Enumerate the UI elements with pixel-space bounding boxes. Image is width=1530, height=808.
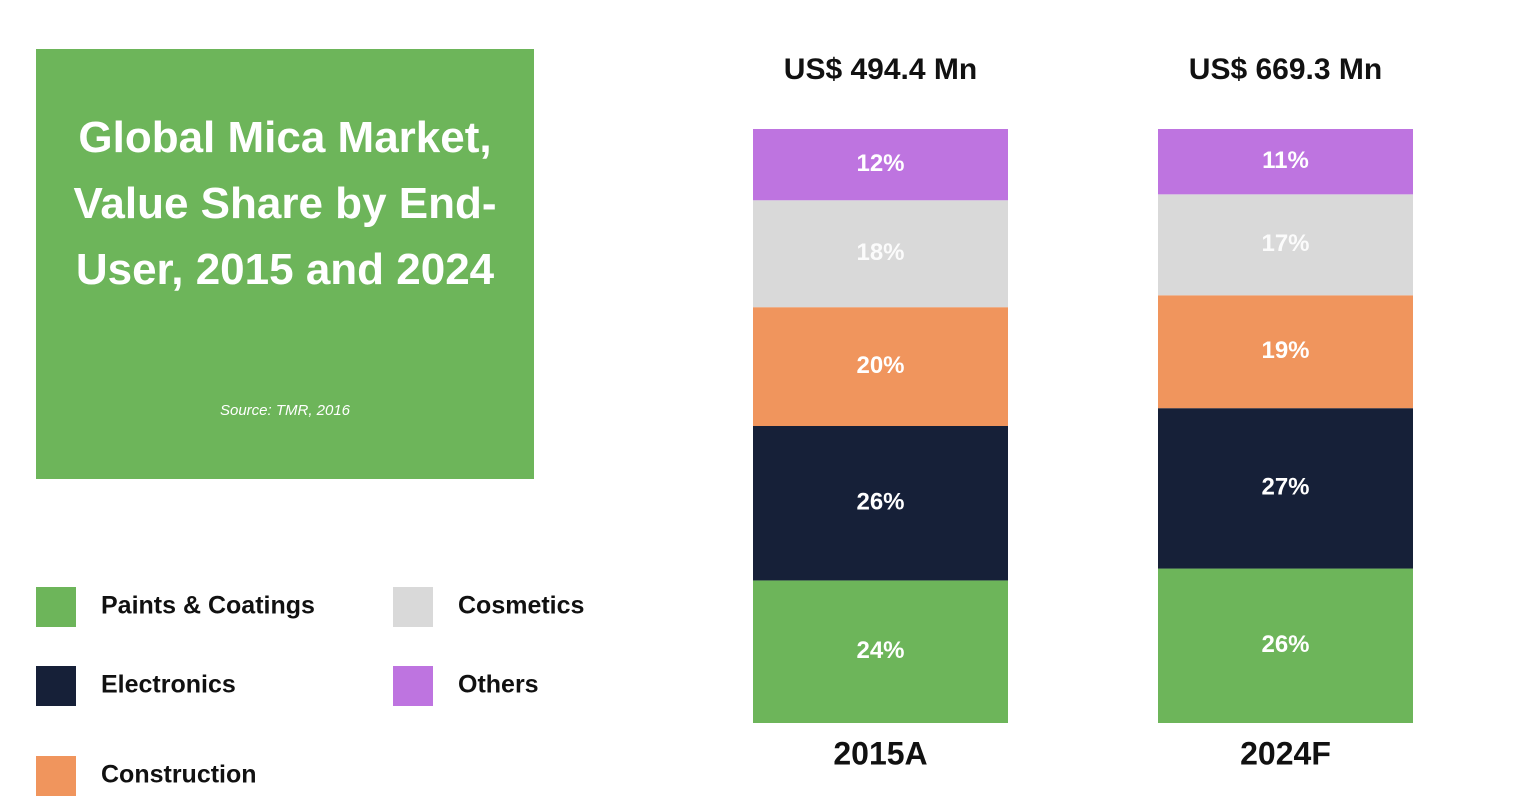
chart-title: Global Mica Market, Value Share by End-U… (73, 113, 497, 294)
total-label: US$ 669.3 Mn (1189, 53, 1382, 86)
legend-swatch (393, 666, 433, 706)
legend-label: Construction (101, 761, 257, 789)
bar-segment (753, 200, 1008, 308)
value-label: 11% (1262, 147, 1309, 174)
value-label: 26% (856, 489, 904, 516)
legend-label: Paints & Coatings (101, 592, 315, 620)
value-label: 27% (1261, 474, 1309, 501)
bar-segment (753, 129, 1008, 201)
bar-segment (753, 426, 1008, 581)
legend-swatch (393, 587, 433, 627)
legend-label: Others (458, 671, 539, 699)
legend-label: Electronics (101, 671, 236, 699)
total-label: US$ 494.4 Mn (784, 53, 977, 86)
bar-segment (753, 580, 1008, 723)
legend-label: Cosmetics (458, 592, 584, 620)
title-box: Global Mica Market, Value Share by End-U… (36, 49, 534, 479)
value-label: 24% (856, 637, 904, 664)
legend-swatch (36, 756, 76, 796)
value-label: 20% (856, 352, 904, 379)
value-label: 17% (1261, 230, 1309, 257)
source-note: Source: TMR, 2016 (219, 402, 351, 419)
bar-segment (753, 307, 1008, 426)
bar-segment (1158, 295, 1413, 409)
value-label: 12% (856, 150, 904, 177)
legend-swatch (36, 666, 76, 706)
value-label: 26% (1261, 631, 1309, 658)
x-tick-label: 2015A (833, 735, 927, 771)
bar-segment (1158, 568, 1413, 723)
value-label: 19% (1261, 337, 1309, 364)
x-tick-label: 2024F (1240, 735, 1331, 771)
bar-segment (1158, 408, 1413, 569)
bar-segment (1158, 194, 1413, 296)
legend-swatch (36, 587, 76, 627)
bar-segment (1158, 129, 1413, 195)
value-label: 18% (856, 239, 904, 266)
